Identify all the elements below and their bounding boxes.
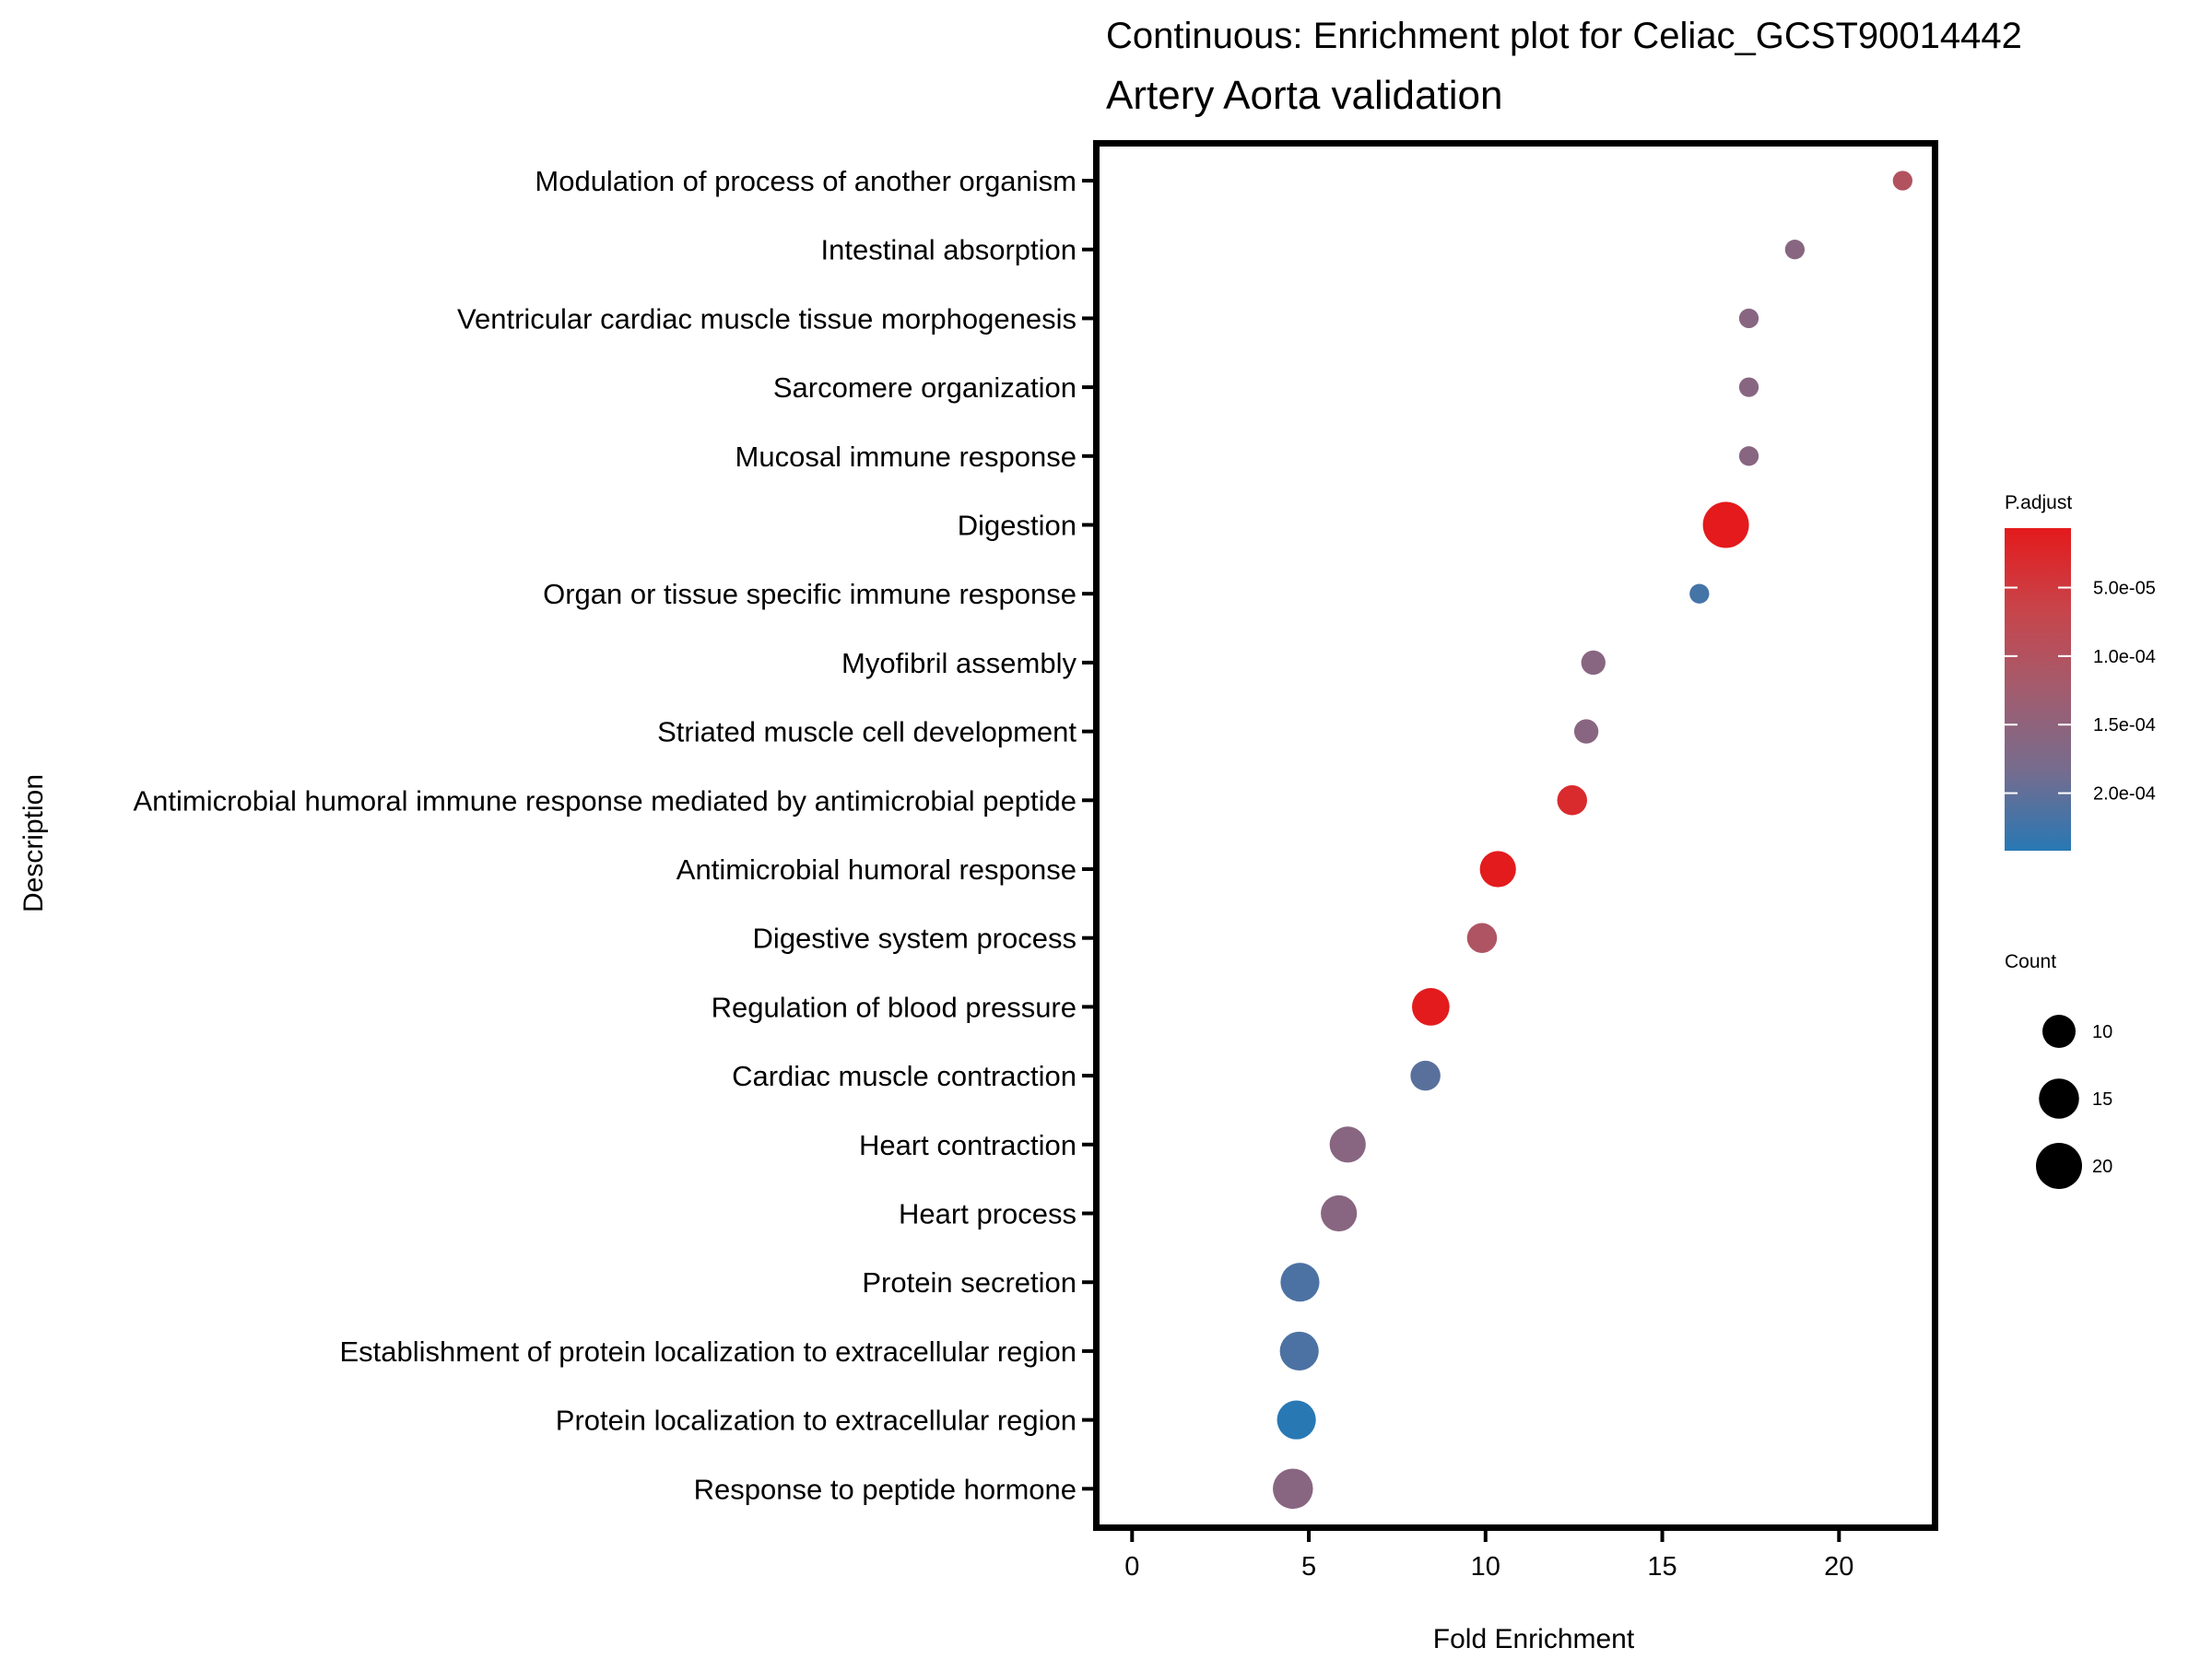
size-legend-label: 20 <box>2092 1157 2112 1177</box>
y-tick-label: Protein localization to extracellular re… <box>556 1405 1077 1437</box>
data-point <box>1738 308 1759 329</box>
data-point <box>1581 650 1606 676</box>
y-tick-label: Heart process <box>899 1198 1077 1230</box>
y-axis-title: Description <box>18 774 49 912</box>
y-tick-label: Antimicrobial humoral immune response me… <box>134 784 1077 817</box>
size-legend-label: 15 <box>2092 1089 2112 1110</box>
y-tick-label: Organ or tissue specific immune response <box>543 578 1077 610</box>
color-legend-label: 2.0e-04 <box>2093 784 2156 805</box>
y-tick-label: Sarcomere organization <box>773 371 1077 404</box>
color-legend-title: P.adjust <box>2005 492 2072 513</box>
data-point <box>1892 171 1912 191</box>
data-point <box>1277 1400 1316 1440</box>
y-tick-label: Establishment of protein localization to… <box>339 1335 1077 1368</box>
x-axis-tick-labels: 0 5 10 15 20 <box>1124 1552 1853 1582</box>
data-point <box>1557 785 1587 816</box>
color-legend-label: 5.0e-05 <box>2093 579 2156 599</box>
data-point <box>1784 240 1806 260</box>
data-point <box>1412 988 1450 1026</box>
chart-title: Continuous: Enrichment plot for Celiac_G… <box>1106 16 2022 56</box>
y-tick-label: Heart contraction <box>859 1129 1077 1161</box>
data-point <box>1410 1060 1441 1091</box>
data-point <box>1738 446 1759 466</box>
y-tick-label: Striated muscle cell development <box>657 716 1077 748</box>
x-tick-label: 10 <box>1471 1552 1500 1582</box>
size-legend-key <box>2039 1078 2079 1119</box>
data-point <box>1573 719 1599 744</box>
plot-panel-border <box>1093 140 1938 1531</box>
y-tick-label: Ventricular cardiac muscle tissue morpho… <box>457 302 1077 335</box>
y-axis-tick-labels: Modulation of process of another organis… <box>134 165 1077 1505</box>
data-point <box>1466 923 1498 953</box>
chart-subtitle: Artery Aorta validation <box>1106 73 1502 118</box>
y-tick-label: Cardiac muscle contraction <box>732 1060 1077 1092</box>
data-point <box>1279 1331 1319 1371</box>
color-legend: P.adjust 5.0e-05 1.0e-04 1.5e-04 2.0e-04 <box>2005 492 2156 851</box>
y-tick-label: Myofibril assembly <box>841 647 1077 679</box>
y-tick-label: Regulation of blood pressure <box>712 991 1077 1023</box>
size-legend-key <box>2042 1015 2076 1048</box>
data-point <box>1321 1194 1358 1232</box>
x-axis-ticks <box>1130 1531 1841 1542</box>
size-legend: Count 10 15 20 <box>2005 951 2112 1189</box>
size-legend-title: Count <box>2005 951 2056 972</box>
data-point <box>1738 377 1759 397</box>
x-tick-label: 15 <box>1647 1552 1677 1582</box>
y-tick-label: Protein secretion <box>862 1266 1077 1299</box>
y-tick-label: Mucosal immune response <box>735 441 1077 473</box>
x-tick-label: 20 <box>1824 1552 1853 1582</box>
data-point <box>1280 1263 1320 1302</box>
color-legend-label: 1.0e-04 <box>2093 647 2156 667</box>
y-tick-label: Digestive system process <box>753 923 1077 955</box>
size-legend-key <box>2036 1143 2082 1189</box>
size-legend-label: 10 <box>2092 1022 2112 1042</box>
y-tick-label: Antimicrobial humoral response <box>677 853 1077 886</box>
data-point <box>1273 1468 1313 1510</box>
color-legend-bar <box>2005 528 2071 851</box>
data-point <box>1479 851 1516 888</box>
color-legend-label: 1.5e-04 <box>2093 715 2156 735</box>
y-tick-label: Digestion <box>958 510 1077 542</box>
x-axis-title: Fold Enrichment <box>1433 1624 1635 1654</box>
data-point <box>1702 501 1749 548</box>
y-tick-label: Modulation of process of another organis… <box>535 165 1077 197</box>
y-tick-label: Intestinal absorption <box>821 234 1077 266</box>
data-point <box>1329 1126 1366 1163</box>
x-tick-label: 0 <box>1124 1552 1139 1582</box>
y-axis-ticks <box>1082 179 1093 1491</box>
y-tick-label: Response to peptide hormone <box>694 1473 1077 1505</box>
data-points <box>1273 171 1912 1510</box>
data-point <box>1689 583 1710 604</box>
x-tick-label: 5 <box>1301 1552 1316 1582</box>
